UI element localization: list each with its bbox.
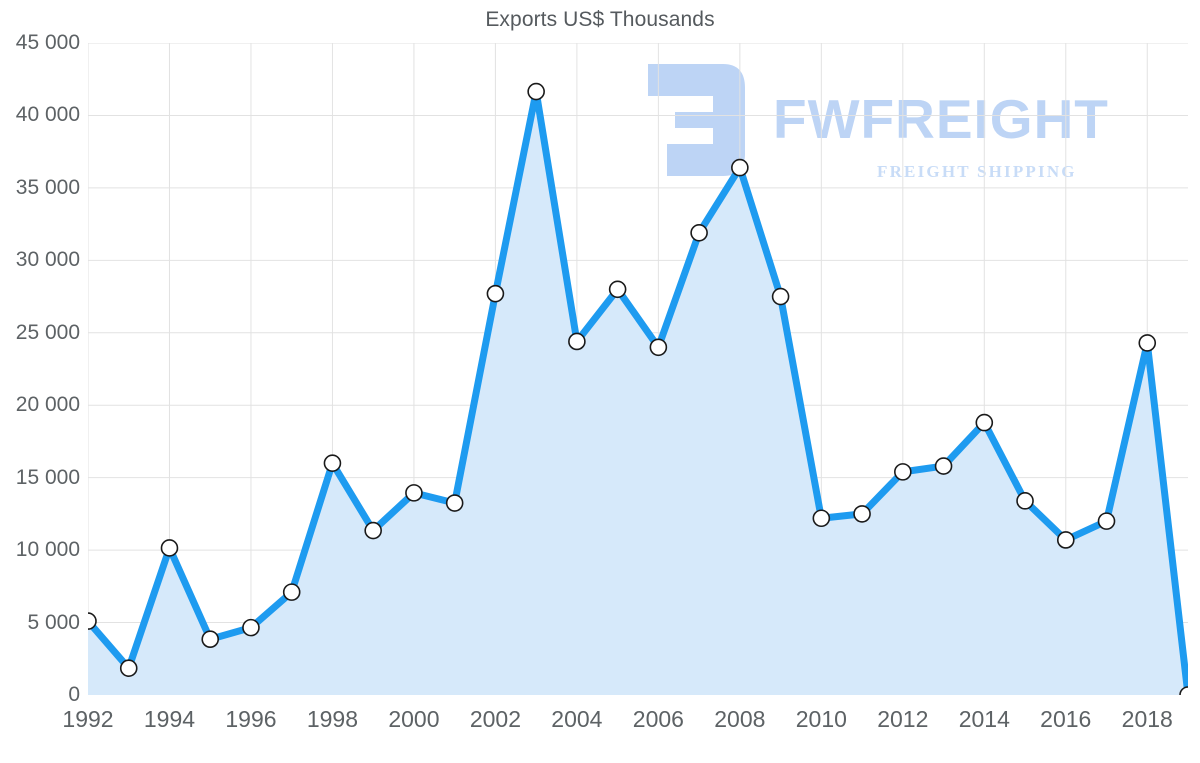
x-axis-tick-label: 2006 — [632, 706, 684, 732]
data-point-marker[interactable]: 2002: 27700 — [486, 284, 505, 303]
y-axis-tick-label: 25 000 — [15, 320, 80, 344]
data-point-marker[interactable]: 2009: 27500 — [771, 287, 790, 306]
y-axis-tick-label: 20 000 — [15, 393, 80, 417]
x-axis-tick-label: 2004 — [551, 706, 603, 732]
area-fill — [88, 91, 1188, 695]
x-axis-tick-label: 2016 — [1040, 706, 1092, 732]
data-point-marker[interactable]: 2010: 12200 — [812, 509, 831, 528]
data-point-marker[interactable]: 1998: 16000 — [323, 454, 342, 472]
y-axis-tick-label: 45 000 — [15, 31, 80, 54]
data-point-marker[interactable]: 1996: 4650 — [242, 618, 260, 637]
data-point-markers[interactable]: 1992: 5100 1993: 1850 1994: 10150 1995: 385… — [88, 82, 1188, 695]
plot-svg: 1992: 5100 1993: 1850 1994: 10150 1995: 385… — [88, 43, 1188, 695]
y-axis-tick-label: 0 — [68, 683, 80, 706]
data-point-marker[interactable]: 2008: 36400 — [731, 158, 749, 177]
data-point-marker[interactable]: 1997: 7100 — [282, 583, 301, 601]
data-point-marker[interactable]: 2015: 13400 — [1016, 492, 1034, 510]
data-point-marker[interactable]: 2012: 15400 — [894, 463, 912, 481]
x-axis-tick-label: 1998 — [306, 706, 359, 732]
data-point-marker[interactable]: 2014: 18800 — [975, 413, 994, 432]
y-axis-tick-label: 35 000 — [15, 175, 80, 199]
x-axis-tick-label: 1992 — [62, 706, 114, 732]
data-point-marker[interactable]: 1992: 5100 — [88, 612, 97, 630]
y-axis-tick-label: 40 000 — [15, 103, 80, 127]
data-point-marker[interactable]: 1995: 3850 — [201, 630, 220, 649]
data-point-marker[interactable]: 1993: 1850 — [119, 659, 138, 678]
data-point-marker[interactable]: 1999: 11350 — [364, 521, 382, 540]
data-point-marker[interactable]: 1994: 10150 — [160, 539, 179, 557]
chart-title: Exports US$ Thousands — [485, 8, 715, 31]
plot-area: 1992: 5100 1993: 1850 1994: 10150 1995: 385… — [88, 43, 1188, 695]
y-axis-tick-label: 5 000 — [27, 610, 80, 634]
x-axis-tick-label: 1996 — [225, 706, 277, 732]
data-point-marker[interactable]: 2003: 41650 — [527, 82, 545, 101]
x-axis-tick-label: 2000 — [388, 706, 440, 732]
data-point-marker[interactable]: 2004: 24400 — [568, 332, 586, 351]
data-point-marker[interactable]: 2017: 12000 — [1097, 512, 1116, 530]
x-axis-tick-label: 1994 — [143, 706, 196, 732]
x-axis-tick-label: 2012 — [877, 706, 929, 732]
data-point-marker[interactable]: 2001: 13250 — [445, 494, 464, 512]
data-point-marker[interactable]: 2016: 10700 — [1056, 531, 1075, 549]
x-axis-tick-label: 2014 — [958, 706, 1010, 732]
x-axis: 1992 1994 1996 1998 2000 2002 2004 2006 2008 2010… — [62, 706, 1188, 746]
data-point-marker[interactable]: 2011: 12500 — [853, 505, 871, 523]
y-axis: 0 5 000 10 000 15 000 20 000 25 000 30 000 35 0… — [0, 31, 80, 706]
data-point-marker[interactable]: 2018: 24300 — [1138, 334, 1157, 352]
data-point-marker[interactable]: 2019: 0 — [1179, 686, 1188, 695]
y-axis-tick-label: 10 000 — [15, 538, 80, 562]
x-axis-tick-label: 2008 — [714, 706, 766, 732]
x-axis-tick-label: 2010 — [795, 706, 847, 732]
data-point-marker[interactable]: 2006: 24000 — [649, 338, 668, 357]
data-line — [88, 88, 1188, 695]
data-point-marker[interactable]: 2000: 13950 — [405, 484, 423, 502]
data-point-marker[interactable]: 2013: 15800 — [934, 457, 953, 475]
y-axis-tick-label: 15 000 — [15, 465, 80, 489]
data-point-marker[interactable]: 2005: 28000 — [608, 280, 627, 299]
x-axis-tick-label: 2002 — [469, 706, 521, 732]
y-axis-tick-label: 30 000 — [15, 248, 80, 272]
x-axis-tick-label: 2018 — [1121, 706, 1173, 732]
data-point-marker[interactable]: 2007: 31900 — [690, 224, 708, 242]
